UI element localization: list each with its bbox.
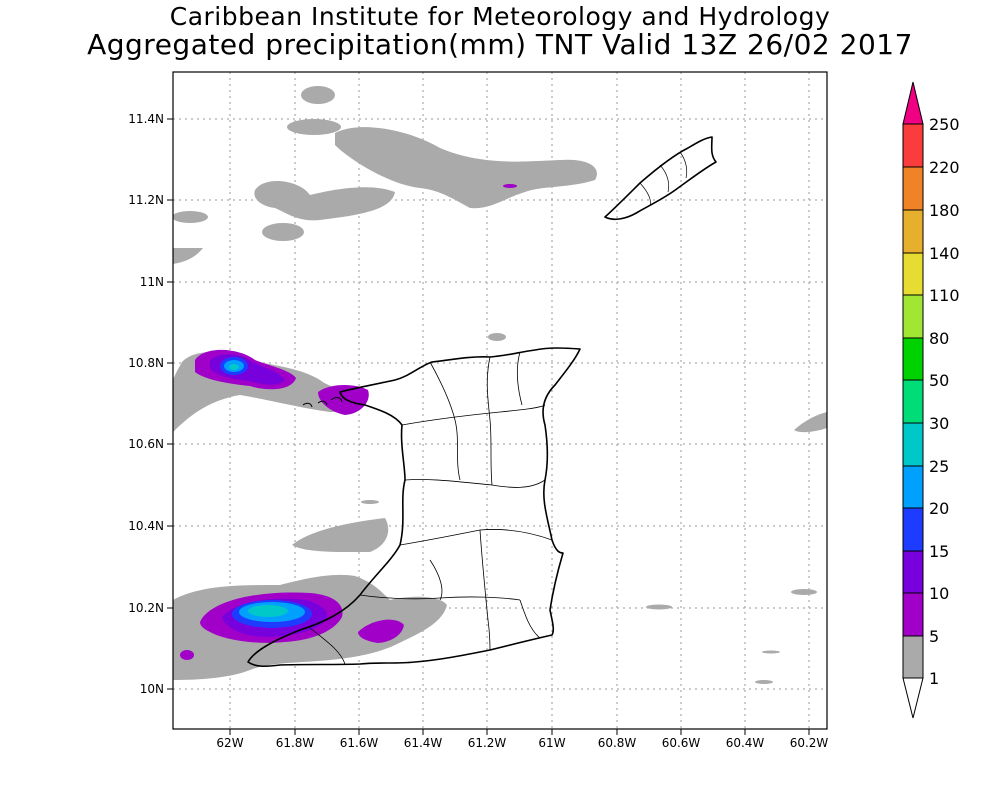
colorbar-swatch-1	[902, 635, 924, 679]
lon-tick-labels: 62W 61.8W 61.6W 61.4W 61.2W 61W 60.8W 60…	[216, 736, 828, 750]
colorbar-label: 15	[929, 542, 949, 561]
precip-25-30mm	[229, 364, 288, 617]
trinidad-boundaries	[309, 351, 553, 665]
colorbar-swatch-20	[902, 465, 924, 509]
colorbar-label: 30	[929, 414, 949, 433]
colorbar	[902, 81, 924, 719]
lon-tick-label: 61.8W	[276, 736, 315, 750]
colorbar-swatch-140	[902, 209, 924, 254]
lon-tick-label: 61.4W	[404, 736, 443, 750]
lon-tick-label: 62W	[216, 736, 243, 750]
northwest-islets	[302, 397, 343, 408]
colorbar-swatch-180	[902, 166, 924, 211]
lat-tick-label: 10.8N	[128, 356, 164, 370]
colorbar-label: 10	[929, 584, 949, 603]
colorbar-swatch-25	[902, 422, 924, 467]
lat-tick-label: 11N	[140, 275, 164, 289]
lon-tick-label: 61.2W	[468, 736, 507, 750]
lon-tick-label: 61.6W	[340, 736, 379, 750]
lon-tick-label: 61W	[538, 736, 565, 750]
title-product: Aggregated precipitation(mm) TNT Valid 1…	[87, 28, 913, 61]
colorbar-swatch-50	[902, 337, 924, 381]
colorbar-swatch-30	[902, 379, 924, 424]
colorbar-label: 20	[929, 499, 949, 518]
map-frame	[172, 71, 828, 730]
tobago-boundaries	[639, 151, 688, 207]
colorbar-swatch-15	[902, 507, 924, 552]
colorbar-labels: 1 5 10 15 20 25 30 50 80 110 140 180 220…	[929, 115, 960, 688]
lat-tick-label: 10N	[140, 682, 164, 696]
lat-tick-label: 10.4N	[128, 519, 164, 533]
colorbar-label: 140	[929, 244, 960, 263]
lon-tick-label: 60.8W	[598, 736, 637, 750]
lat-tick-label: 11.2N	[128, 193, 164, 207]
colorbar-label: 110	[929, 286, 960, 305]
colorbar-swatch-220	[902, 123, 924, 168]
colorbar-label: 25	[929, 457, 949, 476]
lat-tick-labels: 11.4N 11.2N 11N 10.8N 10.6N 10.4N 10.2N …	[128, 112, 164, 696]
colorbar-swatch-10	[902, 550, 924, 594]
colorbar-label: 180	[929, 201, 960, 220]
colorbar-label: 80	[929, 329, 949, 348]
colorbar-swatch-80	[902, 294, 924, 339]
colorbar-label: 220	[929, 158, 960, 177]
lat-tick-label: 10.2N	[128, 601, 164, 615]
lon-tick-label: 60.6W	[662, 736, 701, 750]
colorbar-swatch-5	[902, 592, 924, 637]
title-institute: Caribbean Institute for Meteorology and …	[169, 2, 831, 31]
colorbar-below-triangle	[902, 677, 924, 719]
lon-tick-label: 60.4W	[726, 736, 765, 750]
lon-tick-label: 60.2W	[790, 736, 829, 750]
colorbar-label: 5	[929, 627, 939, 646]
colorbar-label: 1	[929, 669, 939, 688]
axis-tick-marks	[167, 118, 810, 735]
tobago-outline	[604, 136, 717, 220]
colorbar-swatch-110	[902, 252, 924, 296]
colorbar-above-triangle	[902, 81, 924, 125]
colorbar-label: 250	[929, 115, 960, 134]
colorbar-label: 50	[929, 371, 949, 390]
lat-tick-label: 11.4N	[128, 112, 164, 126]
lat-tick-label: 10.6N	[128, 437, 164, 451]
